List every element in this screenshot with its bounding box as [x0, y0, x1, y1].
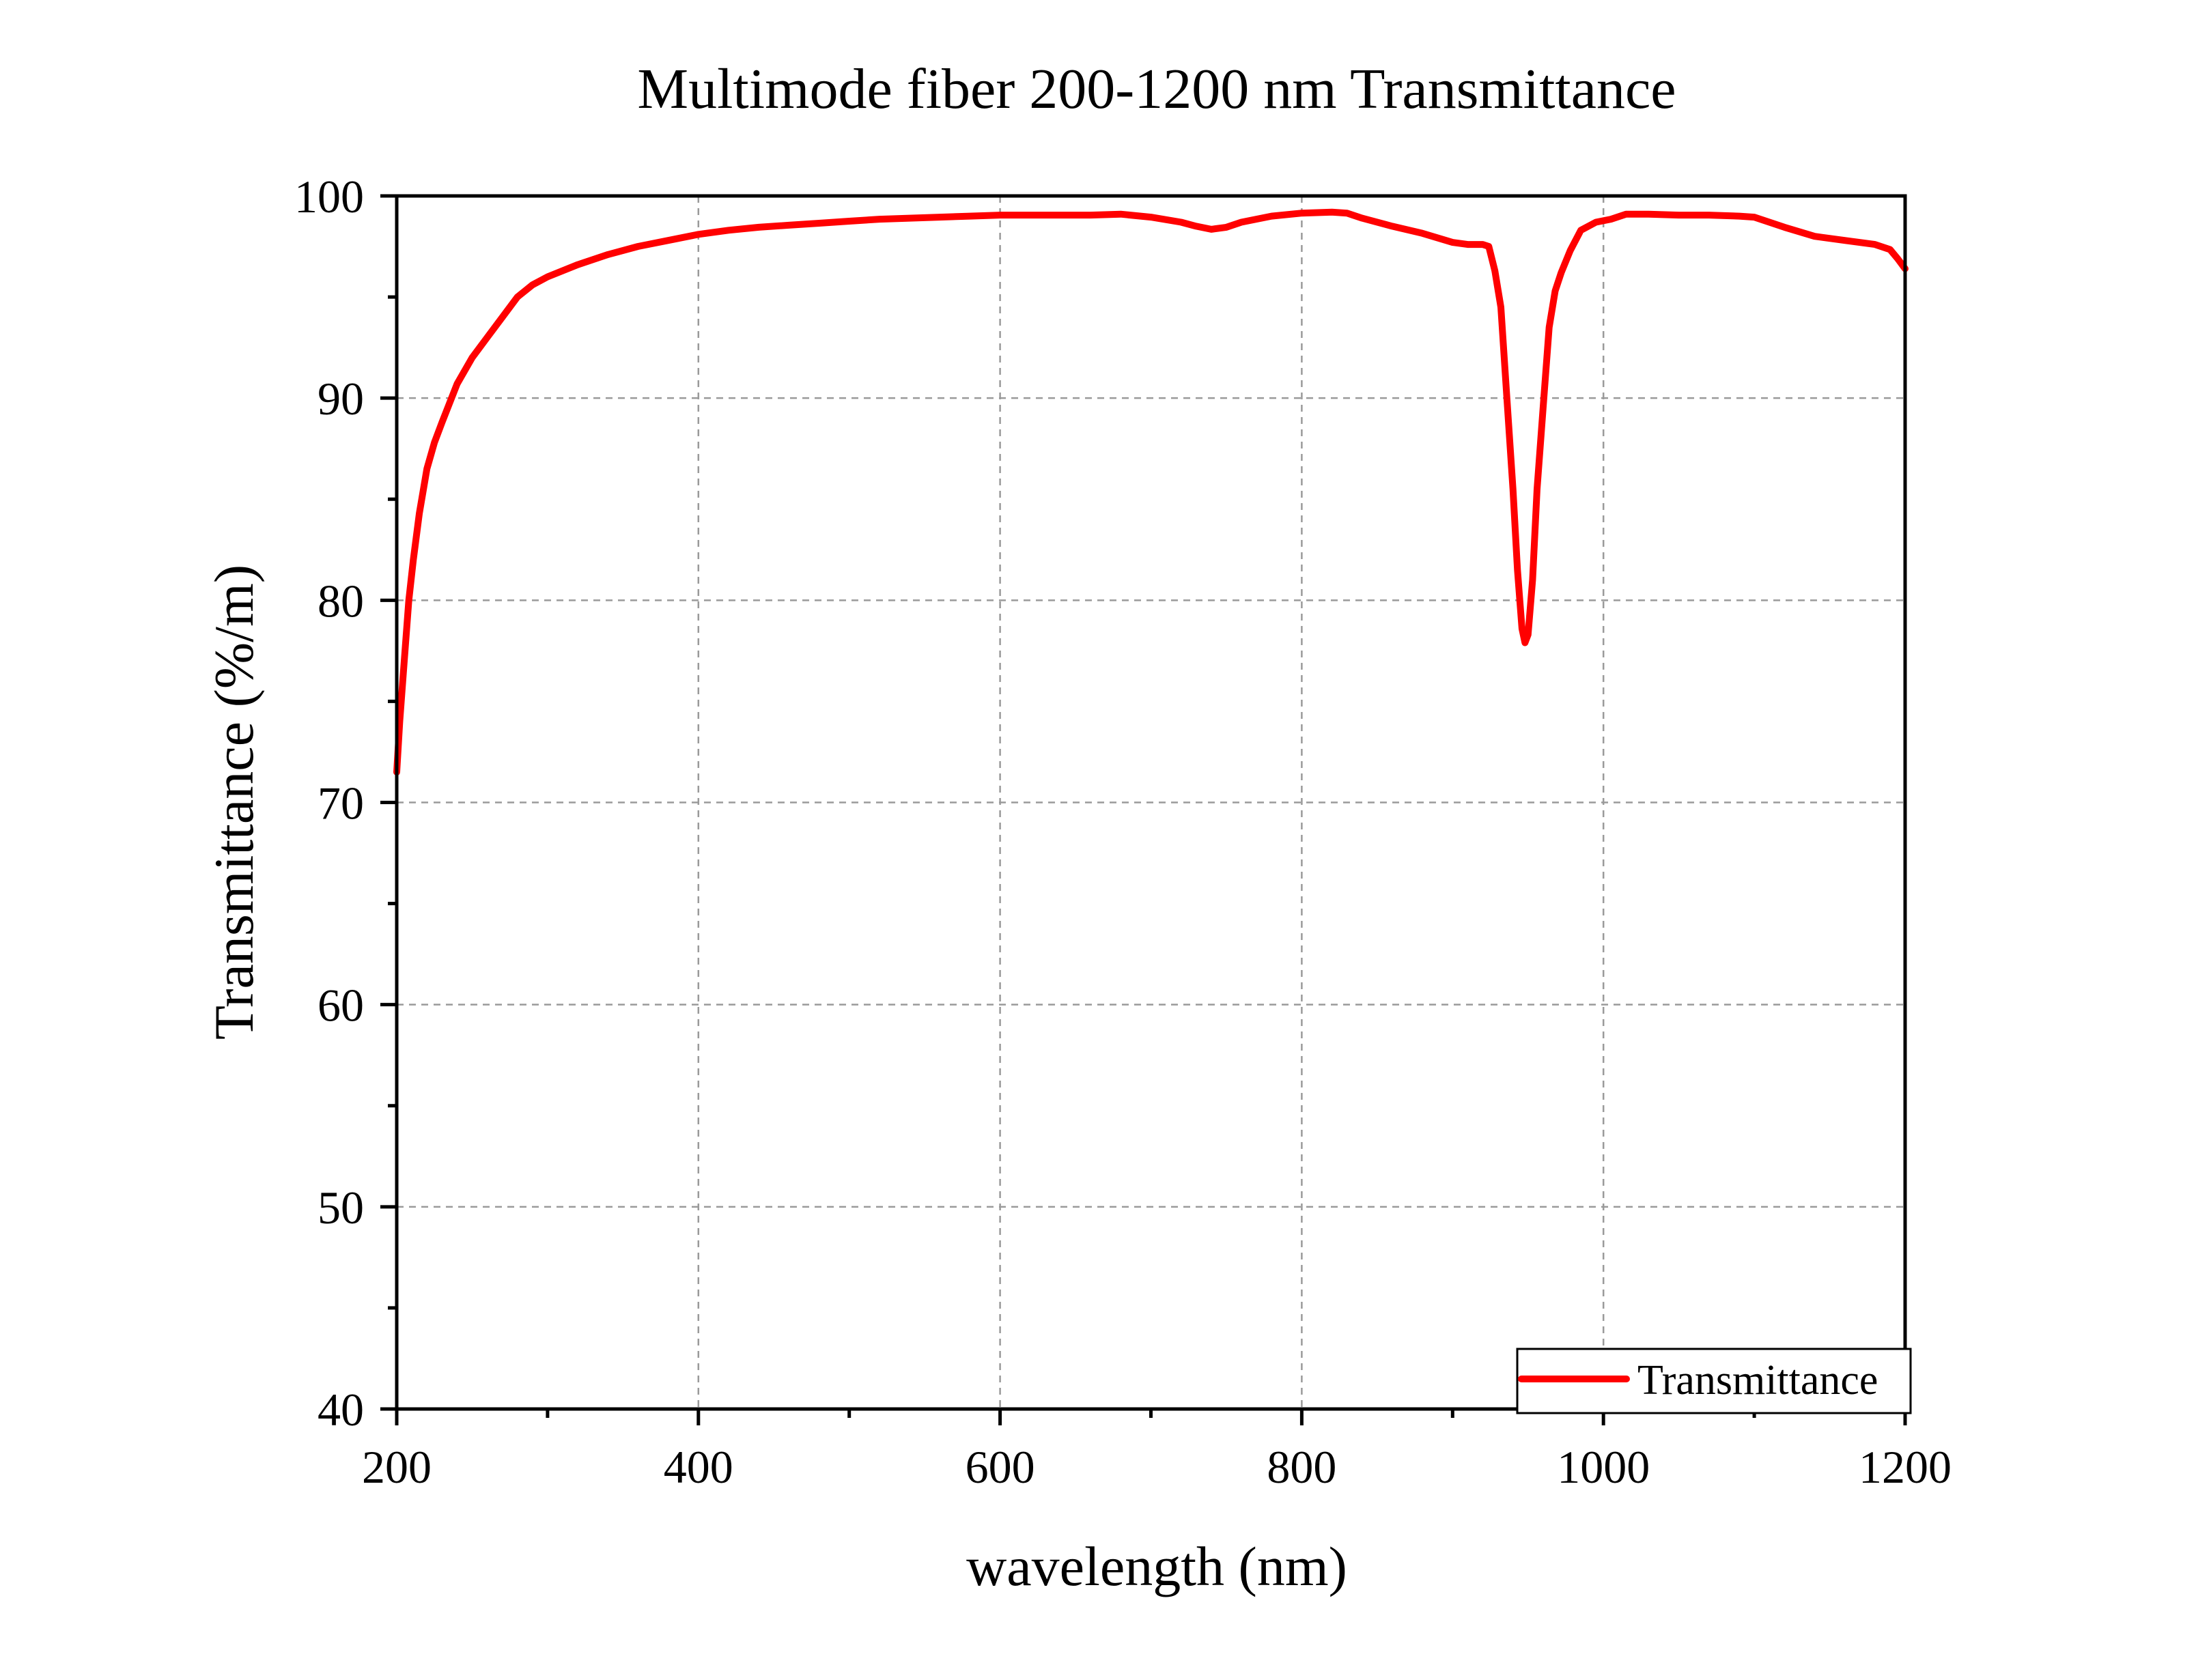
series-line-transmittance — [393, 208, 1909, 776]
grid-lines — [397, 196, 1905, 1409]
x-tick-label: 400 — [664, 1441, 733, 1493]
chart-title: Multimode fiber 200-1200 nm Transmittanc… — [637, 57, 1676, 121]
y-tick-label: 100 — [294, 171, 364, 223]
legend: Transmittance — [1516, 1348, 1912, 1414]
y-tick-label: 70 — [318, 778, 364, 829]
x-tick-label: 200 — [362, 1441, 432, 1493]
y-tick-label: 80 — [318, 575, 364, 627]
legend-label: Transmittance — [1637, 1357, 1878, 1404]
y-tick-label: 90 — [318, 373, 364, 425]
y-tick-label: 50 — [318, 1182, 364, 1234]
x-tick-label: 800 — [1267, 1441, 1336, 1493]
y-tick-label: 40 — [318, 1384, 364, 1436]
x-tick-label: 1000 — [1557, 1441, 1650, 1493]
x-tick-label: 600 — [966, 1441, 1035, 1493]
series-layer — [393, 208, 1909, 776]
x-tick-label: 1200 — [1859, 1441, 1952, 1493]
x-axis-label: wavelength (nm) — [966, 1535, 1347, 1597]
y-tick-label: 60 — [318, 980, 364, 1031]
tick-labels: 200 400 600 800 1000 1200 40 50 60 70 80 90 100 — [294, 171, 1952, 1493]
y-axis-label: Transmittance (%/m) — [203, 565, 265, 1040]
